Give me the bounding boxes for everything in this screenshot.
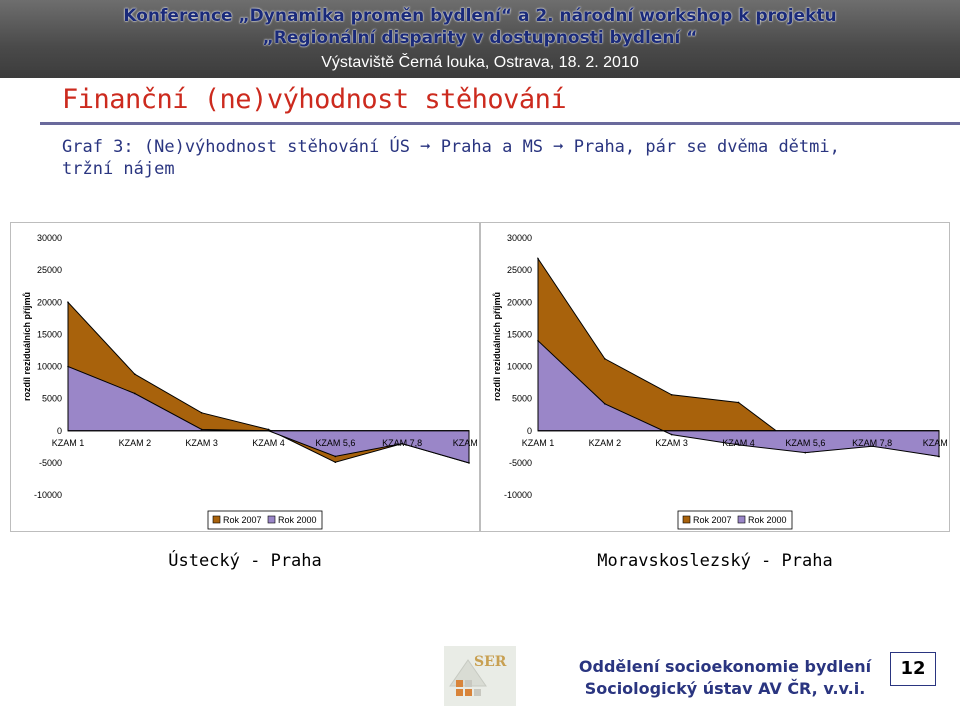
data-point-s0-1 xyxy=(134,373,136,376)
legend-box xyxy=(207,510,323,530)
chart-caption: Graf 3: (Ne)výhodnost stěhování ÚS ➞ Pra… xyxy=(62,136,922,180)
legend-label-1: Rok 2000 xyxy=(748,515,787,525)
x-tick-label-2: KZAM 3 xyxy=(185,438,218,448)
y-tick-label-1: 25000 xyxy=(507,265,532,275)
data-point-s1-5 xyxy=(401,442,403,445)
y-tick-label-0: 30000 xyxy=(37,233,62,243)
y-tick-label-7: -5000 xyxy=(39,458,62,468)
x-tick-label-5: KZAM 7,8 xyxy=(382,438,422,448)
y-axis-title: rozdíl reziduálních příjmů xyxy=(22,292,32,401)
data-point-s0-0 xyxy=(67,301,69,304)
data-point-s0-1 xyxy=(604,357,606,360)
x-tick-label-0: KZAM 1 xyxy=(52,438,85,448)
data-point-s1-2 xyxy=(670,433,673,436)
x-tick-label-6: KZAM 9 xyxy=(923,438,949,448)
region-label-ms-praha: Moravskoslezský - Praha xyxy=(597,551,833,571)
footer: Oddělení socioekonomie bydlení Sociologi… xyxy=(520,648,960,707)
x-tick-label-4: KZAM 5,6 xyxy=(785,438,825,448)
x-tick-label-4: KZAM 5,6 xyxy=(315,438,355,448)
area-series-1 xyxy=(67,365,470,464)
conference-header: Konference „Dynamika proměn bydlení“ a 2… xyxy=(0,0,960,78)
data-point-s1-0 xyxy=(537,340,539,342)
x-tick-label-3: KZAM 4 xyxy=(722,438,755,448)
chart-ms-praha-svg: rozdíl reziduálních příjmů 30000 25000 2000… xyxy=(492,233,949,530)
data-point-s1-2 xyxy=(200,428,203,431)
legend-swatch-0 xyxy=(212,515,221,524)
legend-swatch-1 xyxy=(267,515,276,524)
y-tick-label-5: 5000 xyxy=(512,394,532,404)
ser-logo: SER xyxy=(444,646,516,706)
y-tick-label-1: 25000 xyxy=(37,265,62,275)
chart-ms-praha: rozdíl reziduálních příjmů 30000 25000 2000… xyxy=(480,222,950,532)
legend-swatch-1 xyxy=(737,515,746,524)
data-point-s1-5 xyxy=(871,445,873,447)
data-point-s0-0 xyxy=(537,257,539,260)
chart-caption-line-1: Graf 3: (Ne)výhodnost stěhování ÚS ➞ Pra… xyxy=(62,137,840,157)
data-point-s0-3 xyxy=(737,401,740,404)
y-tick-label-6: 0 xyxy=(527,426,532,436)
legend-box xyxy=(677,510,793,530)
y-tick-label-4: 10000 xyxy=(37,362,62,372)
page-number: 12 xyxy=(890,652,936,686)
chart-caption-line-2: tržní nájem xyxy=(62,159,175,179)
y-tick-label-2: 20000 xyxy=(507,297,532,307)
data-point-s1-6 xyxy=(938,455,940,458)
chart-usti-praha-svg: rozdíl reziduálních příjmů 30000 25000 2000… xyxy=(22,233,479,530)
conference-title: Konference „Dynamika proměn bydlení“ a 2… xyxy=(123,6,837,26)
x-tick-label-3: KZAM 4 xyxy=(252,438,285,448)
data-point-s1-0 xyxy=(67,365,69,368)
y-tick-label-3: 15000 xyxy=(507,329,532,339)
y-tick-label-2: 20000 xyxy=(37,297,62,307)
data-point-s1-4 xyxy=(334,455,337,458)
y-tick-label-0: 30000 xyxy=(507,233,532,243)
legend-label-0: Rok 2007 xyxy=(223,515,262,525)
area-series-1 xyxy=(537,339,940,457)
y-tick-label-8: -10000 xyxy=(504,490,532,500)
data-point-s0-4 xyxy=(334,461,337,464)
x-tick-label-0: KZAM 1 xyxy=(522,438,555,448)
slide-title: Finanční (ne)výhodnost stěhování xyxy=(62,84,567,115)
x-tick-label-1: KZAM 2 xyxy=(119,438,152,448)
data-point-s1-3 xyxy=(737,444,740,446)
y-tick-label-6: 0 xyxy=(57,426,62,436)
footer-institute: Sociologický ústav AV ČR, v.v.i. xyxy=(584,679,866,698)
data-point-s0-3 xyxy=(267,428,270,431)
x-tick-label-1: KZAM 2 xyxy=(589,438,622,448)
chart-usti-praha: rozdíl reziduálních příjmů 30000 25000 2000… xyxy=(10,222,480,532)
venue-date: Výstaviště Černá louka, Ostrava, 18. 2. … xyxy=(321,54,639,71)
legend-swatch-0 xyxy=(682,515,691,524)
data-point-s0-2 xyxy=(200,411,203,414)
data-point-s0-2 xyxy=(670,393,673,396)
legend-label-0: Rok 2007 xyxy=(693,515,732,525)
y-tick-label-7: -5000 xyxy=(509,458,532,468)
svg-text:SER: SER xyxy=(474,654,507,670)
y-axis-title: rozdíl reziduálních příjmů xyxy=(492,292,502,401)
x-tick-label-5: KZAM 7,8 xyxy=(852,438,892,448)
footer-department: Oddělení socioekonomie bydlení xyxy=(578,657,872,676)
x-tick-label-6: KZAM 9 xyxy=(453,438,479,448)
data-point-s1-1 xyxy=(134,392,136,395)
y-tick-label-8: -10000 xyxy=(34,490,62,500)
data-point-s1-1 xyxy=(604,402,606,405)
y-tick-label-3: 15000 xyxy=(37,329,62,339)
ser-logo-icon: SER xyxy=(444,646,516,706)
y-tick-label-4: 10000 xyxy=(507,362,532,372)
project-title: „Regionální disparity v dostupnosti bydl… xyxy=(262,28,698,48)
data-point-s1-4 xyxy=(804,451,807,454)
title-divider xyxy=(40,122,960,125)
region-label-usti-praha: Ústecký - Praha xyxy=(168,551,322,571)
legend-label-1: Rok 2000 xyxy=(278,515,317,525)
x-tick-label-2: KZAM 3 xyxy=(655,438,688,448)
y-tick-label-5: 5000 xyxy=(42,394,62,404)
data-point-s1-6 xyxy=(468,462,470,464)
